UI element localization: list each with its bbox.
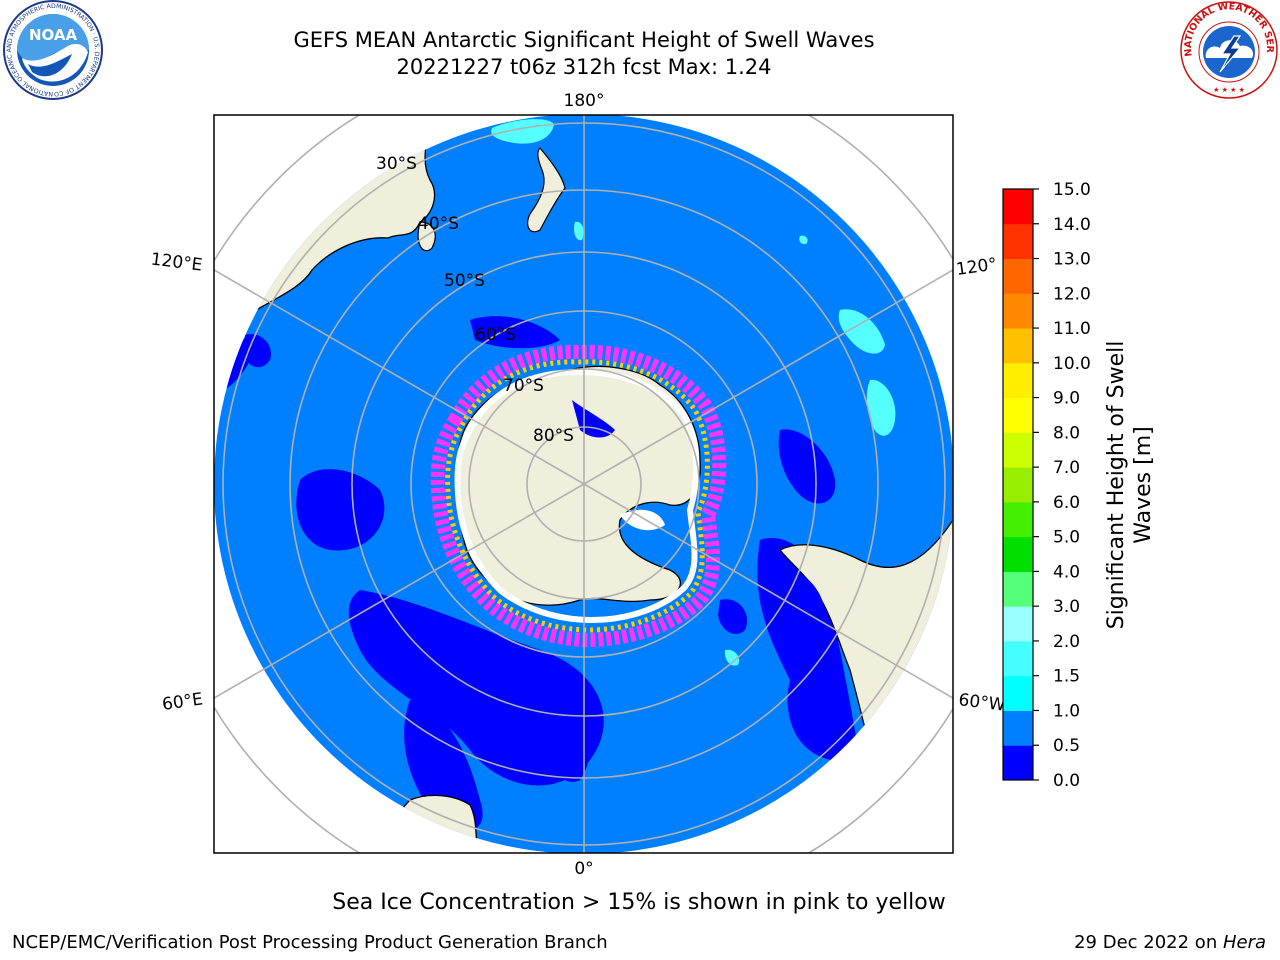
footer-host: Hera: [1222, 932, 1266, 953]
colorbar-tick-label: 0.5: [1053, 736, 1080, 756]
chart-subtitle: 20221227 t06z 312h fcst Max: 1.24: [396, 55, 772, 79]
colorbar-swatch: [1003, 432, 1033, 468]
colorbar-tick-label: 12.0: [1053, 284, 1091, 304]
new-zealand-land: [527, 147, 566, 233]
footer-credit: NCEP/EMC/Verification Post Processing Pr…: [12, 932, 608, 953]
lon-label-120e: 120°E: [150, 249, 204, 275]
colorbar: 0.0 0.5 1.0 1.5 2.0 3.0 4.0 5.0 6.0 7.0 8.0 9.0 10.0…: [1003, 180, 1091, 791]
footer-date-text: 29 Dec 2022 on: [1074, 932, 1223, 953]
colorbar-swatch: [1003, 293, 1033, 329]
colorbar-tick-label: 4.0: [1053, 562, 1080, 582]
colorbar-tick-label: 8.0: [1053, 423, 1080, 443]
svg-text:★ ★ ★ ★: ★ ★ ★ ★: [1213, 86, 1245, 94]
colorbar-swatch: [1003, 467, 1033, 503]
colorbar-tick-label: 2.0: [1053, 632, 1080, 652]
colorbar-swatch: [1003, 362, 1033, 399]
svg-text:NOAA: NOAA: [29, 26, 78, 44]
colorbar-tick-label: 1.5: [1053, 667, 1080, 687]
colorbar-label-line2: Waves [m]: [1131, 426, 1156, 543]
longitude-grid: [214, 115, 953, 853]
colorbar-tick-label: 15.0: [1053, 180, 1091, 200]
sea-ice-ring: [430, 344, 727, 648]
colorbar-tick-label: 0.0: [1053, 771, 1080, 791]
colorbar-tick-label: 10.0: [1053, 354, 1091, 374]
lat-label-60s: 60°S: [475, 325, 516, 345]
colorbar-swatch: [1003, 501, 1033, 538]
lon-label-180: 180°: [564, 91, 605, 111]
lon-label-0: 0°: [574, 859, 593, 879]
footer-date: 29 Dec 2022 on Hera: [1074, 932, 1266, 953]
colorbar-swatch: [1003, 571, 1033, 607]
map-frame: [213, 114, 954, 854]
colorbar-tick-label: 1.0: [1053, 701, 1080, 721]
lat-label-40s: 40°S: [418, 214, 459, 234]
colorbar-tick-label: 5.0: [1053, 528, 1080, 548]
colorbar-swatch: [1003, 536, 1033, 572]
colorbar-tick-label: 6.0: [1053, 493, 1080, 513]
colorbar-swatch: [1003, 258, 1033, 294]
nws-logo-icon: NATIONAL WEATHER SERVICE ★ ★ ★ ★: [1178, 0, 1278, 99]
colorbar-tick-label: 7.0: [1053, 458, 1080, 478]
colorbar-tick-label: 9.0: [1053, 389, 1080, 409]
lat-label-50s: 50°S: [444, 271, 485, 291]
colorbar-swatch: [1003, 675, 1033, 711]
colorbar-swatch: [1003, 397, 1033, 433]
lon-label-60w: 60°W: [957, 690, 1006, 716]
colorbar-frame: [1002, 188, 1034, 781]
colorbar-tick-label: 11.0: [1053, 319, 1091, 339]
lon-label-60e: 60°E: [161, 689, 204, 714]
chart-title: GEFS MEAN Antarctic Significant Height o…: [293, 28, 875, 52]
lon-label-120w: 120°: [955, 254, 998, 280]
lat-label-30s: 30°S: [376, 154, 417, 174]
colorbar-swatch: [1003, 710, 1033, 746]
colorbar-tick-label: 14.0: [1053, 215, 1091, 235]
colorbar-swatch: [1003, 640, 1033, 677]
colorbar-label-line1: Significant Height of Swell: [1104, 341, 1129, 630]
colorbar-swatch: [1003, 223, 1033, 260]
colorbar-swatch: [1003, 606, 1033, 642]
colorbar-swatch: [1003, 745, 1033, 781]
lat-label-80s: 80°S: [533, 426, 574, 446]
noaa-logo-icon: NATIONAL OCEANIC AND ATMOSPHERIC ADMINIS…: [2, 0, 103, 100]
colorbar-swatch: [1003, 189, 1033, 225]
colorbar-tick-label: 3.0: [1053, 597, 1080, 617]
colorbar-tick-label: 13.0: [1053, 250, 1091, 270]
sea-ice-caption: Sea Ice Concentration > 15% is shown in …: [332, 890, 946, 915]
colorbar-swatch: [1003, 328, 1033, 364]
lat-label-70s: 70°S: [503, 376, 544, 396]
